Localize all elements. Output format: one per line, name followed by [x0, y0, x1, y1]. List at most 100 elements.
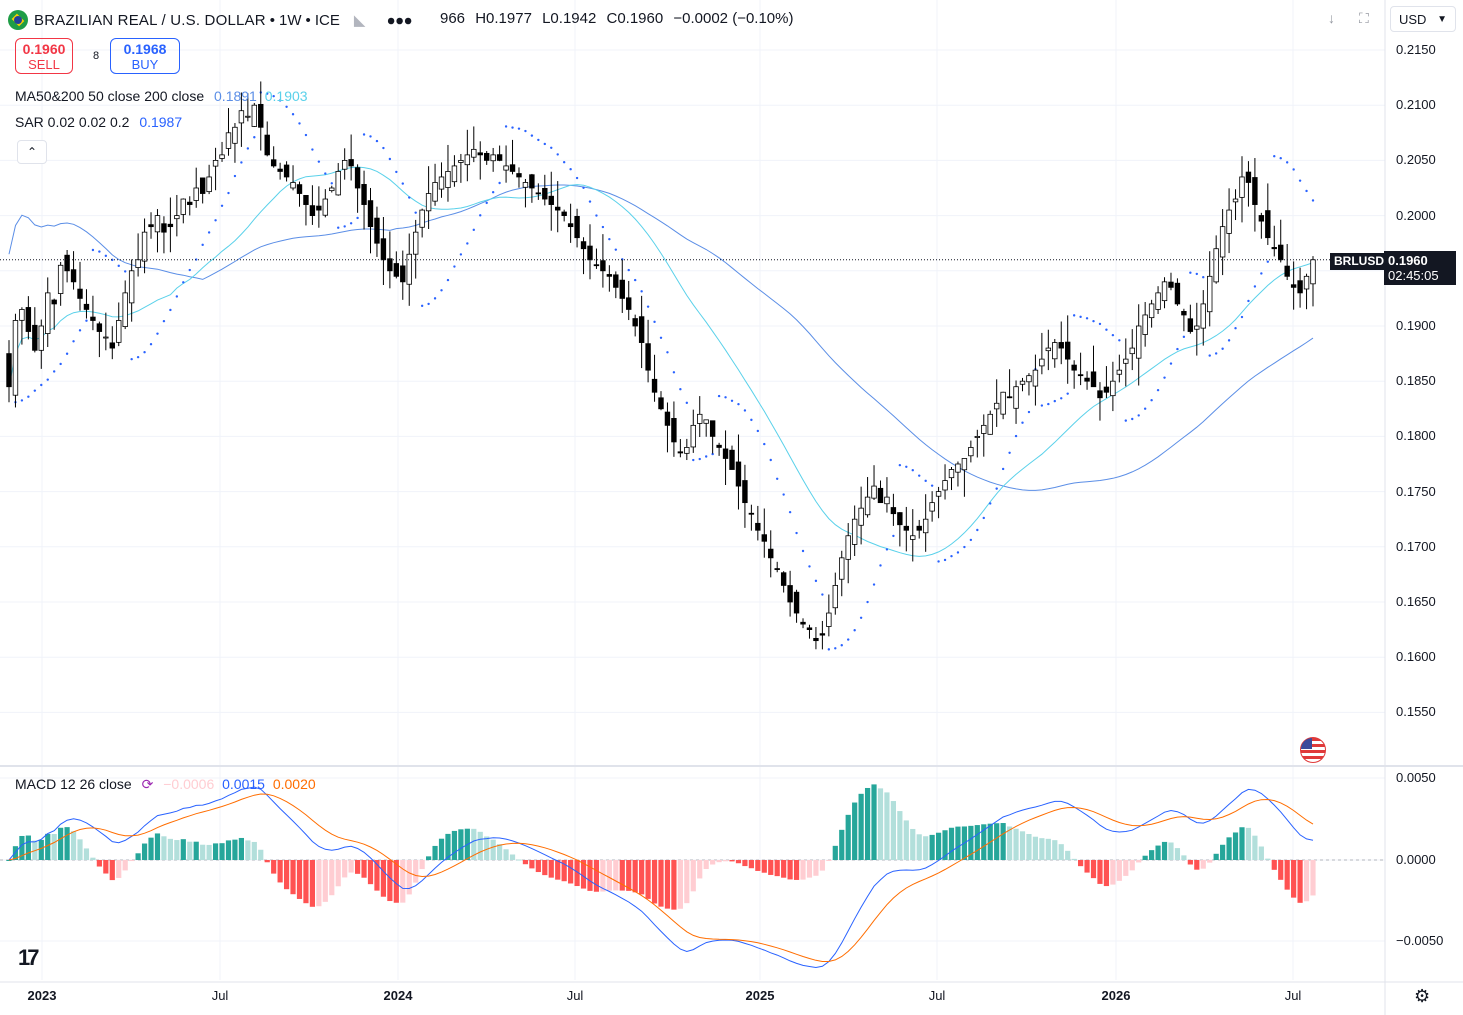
candle-body	[716, 444, 722, 448]
sar-dot	[1273, 155, 1276, 158]
macd-histogram-bar	[968, 825, 974, 860]
macd-histogram-bar	[845, 814, 851, 860]
sar-dot	[666, 351, 669, 354]
macd-histogram-bar	[367, 860, 374, 885]
candle-body	[613, 274, 619, 288]
candle-body	[587, 245, 593, 261]
candle-body	[884, 496, 890, 505]
ma-legend[interactable]: MA50&200 50 close 200 close 0.1891 0.190…	[15, 88, 308, 104]
sar-dot	[627, 268, 630, 272]
us-flag-icon[interactable]	[1300, 737, 1326, 763]
currency-select[interactable]: USD ▼	[1390, 6, 1456, 32]
macd-legend[interactable]: MACD 12 26 close ⟳ −0.0006 0.0015 0.0020	[15, 776, 316, 793]
candle-body	[664, 411, 671, 426]
candle-body	[864, 496, 871, 516]
sar-dot	[808, 565, 811, 568]
sar-dot	[879, 564, 882, 567]
candle-body	[329, 187, 335, 192]
sar-dot	[982, 516, 985, 520]
sar-dot	[950, 554, 953, 558]
macd-histogram-bar	[948, 827, 955, 860]
settings-gear-icon[interactable]: ⚙	[1414, 986, 1431, 1006]
macd-histogram-bar	[148, 837, 154, 860]
macd-histogram-bar	[438, 838, 445, 860]
flag-marker-icon[interactable]: ◣	[353, 12, 366, 29]
macd-histogram-bar	[1258, 846, 1264, 860]
refresh-icon[interactable]: ⟳	[141, 776, 154, 792]
candle-body	[813, 637, 819, 642]
fullscreen-icon[interactable]: ⛶	[1359, 10, 1369, 26]
sar-dot	[969, 538, 973, 542]
sar-dot	[246, 147, 250, 150]
candle-body	[103, 336, 109, 339]
macd-histogram-bar	[542, 860, 548, 876]
candle-body	[367, 200, 374, 228]
collapse-legend-button[interactable]: ⌃	[17, 140, 47, 164]
macd-histogram-bar	[535, 860, 541, 873]
symbol-header[interactable]: BRAZILIAN REAL / U.S. DOLLAR • 1W • ICE …	[8, 8, 413, 32]
download-icon[interactable]: ↓	[1328, 10, 1335, 26]
candle-body	[916, 525, 922, 531]
sar-dot	[220, 204, 224, 208]
sar-dot	[788, 510, 792, 514]
candle-body	[709, 420, 716, 437]
sar-dot	[750, 418, 753, 422]
more-dots-icon[interactable]: ⦁⦁⦁	[387, 11, 413, 29]
sar-dot	[640, 290, 643, 293]
macd-histogram-bar	[1291, 860, 1297, 898]
sar-dot	[149, 342, 153, 346]
sar-dot	[1253, 285, 1257, 288]
sar-dot	[859, 616, 863, 619]
macd-histogram-bar	[212, 843, 219, 860]
sell-button[interactable]: 0.1960 SELL	[15, 38, 73, 74]
sar-legend[interactable]: SAR 0.02 0.02 0.2 0.1987	[15, 114, 182, 130]
time-tick-label: 2023	[27, 988, 57, 1003]
sar-dot	[530, 134, 534, 137]
candle-body	[697, 413, 703, 424]
interval-label[interactable]: 1W	[279, 11, 302, 29]
sar-dot	[653, 320, 656, 324]
sar-dot	[427, 302, 430, 306]
sar-dot	[498, 181, 501, 185]
candle-body	[309, 205, 316, 216]
candle-body	[322, 198, 329, 216]
macd-histogram-bar	[916, 834, 922, 860]
tradingview-logo[interactable]: 17	[18, 945, 40, 970]
macd-histogram-bar	[12, 846, 19, 860]
sar-dot	[1214, 352, 1218, 355]
sar-dot	[1311, 199, 1315, 202]
macd-histogram-bar	[768, 860, 774, 875]
macd-histogram-bar	[729, 860, 735, 862]
candle-body	[1232, 198, 1239, 203]
macd-histogram-bar	[303, 860, 309, 904]
macd-histogram-bar	[245, 840, 251, 860]
price-tick-label: 0.1750	[1396, 483, 1436, 499]
candle-body	[555, 206, 561, 211]
macd-histogram-bar	[806, 860, 813, 878]
candle-body	[535, 192, 542, 195]
macd-tick-label: 0.0050	[1396, 770, 1436, 785]
buy-button[interactable]: 0.1968 BUY	[110, 38, 180, 74]
macd-histogram-bar	[716, 860, 722, 863]
sar-dot	[905, 465, 908, 469]
sar-dot	[1001, 467, 1005, 471]
macd-histogram-bar	[619, 860, 625, 891]
candle-body	[897, 512, 903, 526]
macd-histogram-bar	[735, 860, 742, 864]
sar-dot	[853, 629, 856, 632]
candle-body	[780, 572, 787, 586]
candle-body	[1142, 314, 1148, 335]
sell-price: 0.1960	[22, 41, 66, 57]
sar-dot	[266, 92, 269, 95]
sar-dot	[1298, 179, 1302, 182]
macd-histogram-bar	[858, 793, 864, 860]
candle-body	[1284, 265, 1290, 277]
ohlc-change: −0.0002 (−0.10%)	[673, 10, 794, 27]
candle-body	[651, 378, 658, 393]
candle-body	[522, 182, 529, 188]
macd-histogram-bar	[1271, 860, 1277, 870]
spread-value: 8	[93, 50, 100, 62]
symbol-title[interactable]: BRAZILIAN REAL / U.S. DOLLAR	[34, 11, 266, 29]
macd-histogram-bar	[955, 826, 961, 860]
